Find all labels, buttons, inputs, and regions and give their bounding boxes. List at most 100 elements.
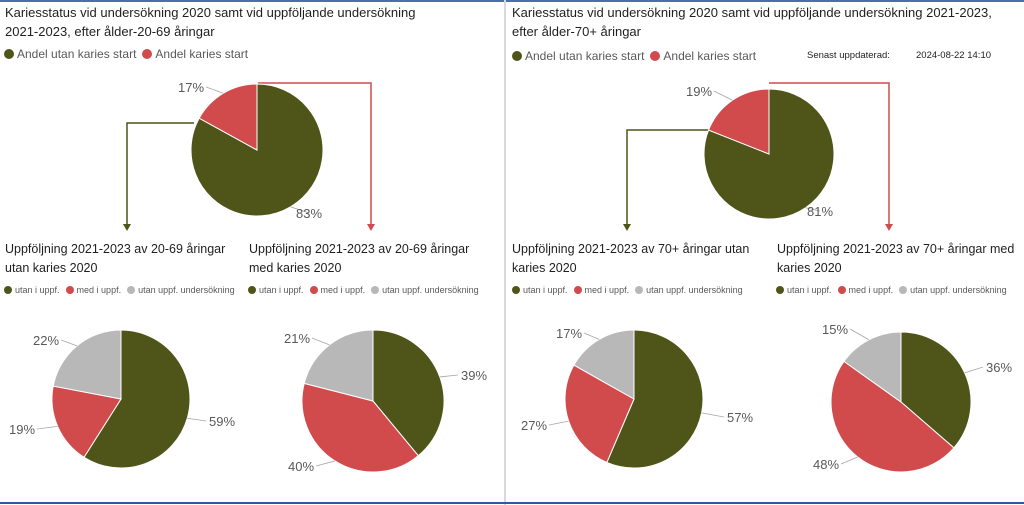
- leader-line-p1-main-1: [205, 86, 224, 94]
- panel-2-title-line-2: efter ålder-70+ åringar: [512, 24, 641, 39]
- leader-line-p1-left-1: [36, 426, 58, 430]
- legend-label: med i uppf.: [320, 285, 366, 295]
- pie-label-p2-main-0: 81%: [807, 204, 833, 219]
- legend-swatch-gray: [371, 286, 380, 294]
- legend-item: med i uppf.: [65, 285, 122, 295]
- panel-2-legend: Andel utan karies start Andel karies sta…: [512, 49, 762, 63]
- legend-swatch-red: [142, 49, 153, 59]
- leader-line-p2-right-0: [964, 366, 984, 374]
- panel-2-left-subtitle: Uppföljning 2021-2023 av 70+ åringar uta…: [512, 240, 774, 278]
- pie-slice-p1-left-0: [83, 329, 191, 469]
- pie-slice-p1-main-0: [190, 83, 324, 217]
- subtitle-line-1: Uppföljning 2021-2023 av 70+ åringar med: [777, 242, 1015, 256]
- panel-2-title-line-1: Kariesstatus vid undersökning 2020 samt …: [512, 5, 992, 20]
- pie-label-p1-main-1: 17%: [178, 80, 204, 95]
- legend-swatch-olive: [776, 286, 784, 294]
- top-border: [0, 0, 1024, 2]
- arrowhead-red-panel-2: [885, 224, 893, 231]
- legend-label: utan i uppf.: [259, 285, 304, 295]
- pie-label-p1-right-0: 39%: [461, 368, 487, 383]
- panel-1-right-legend: utan i uppf. med i uppf. utan uppf. unde…: [248, 285, 485, 295]
- pie-slice-p2-main-1: [707, 88, 770, 155]
- arrow-olive-panel-2: [626, 129, 709, 226]
- subtitle-line-1: Uppföljning 2021-2023 av 20-69 åringar: [249, 242, 470, 256]
- subtitle-line-2: karies 2020: [512, 261, 577, 275]
- arrow-red-panel-2: [769, 82, 890, 226]
- legend-swatch-red: [573, 286, 582, 294]
- legend-item-karies: Andel karies start: [142, 47, 248, 61]
- last-updated-value: 2024-08-22 14:10: [916, 50, 992, 61]
- legend-swatch-olive: [4, 286, 12, 294]
- legend-label: utan i uppf.: [523, 285, 568, 295]
- legend-item: utan uppf. undersökning: [127, 285, 235, 295]
- pie-label-p1-right-2: 21%: [284, 331, 310, 346]
- pie-label-p2-right-2: 15%: [822, 322, 848, 337]
- subtitle-line-2: utan karies 2020: [5, 261, 98, 275]
- legend-swatch-olive: [512, 286, 520, 294]
- legend-label: med i uppf.: [848, 285, 894, 295]
- leader-line-p2-left-2: [583, 332, 600, 340]
- legend-item: utan uppf. undersökning: [899, 285, 1007, 295]
- panel-2-right-legend: utan i uppf. med i uppf. utan uppf. unde…: [776, 285, 1013, 295]
- pie-slice-p2-right-1: [830, 360, 955, 473]
- legend-label: utan uppf. undersökning: [646, 285, 743, 295]
- legend-swatch-olive: [4, 49, 14, 59]
- legend-item: utan i uppf.: [248, 285, 304, 295]
- legend-item: med i uppf.: [837, 285, 894, 295]
- pie-label-p1-left-2: 22%: [33, 333, 59, 348]
- legend-swatch-gray: [635, 286, 644, 294]
- leader-line-p2-right-2: [849, 328, 870, 341]
- legend-item: utan uppf. undersökning: [371, 285, 479, 295]
- panel-1-legend: Andel utan karies start Andel karies sta…: [4, 47, 254, 61]
- pie-label-p2-main-1: 19%: [686, 84, 712, 99]
- legend-item: utan i uppf.: [776, 285, 832, 295]
- legend-label: Andel utan karies start: [17, 47, 137, 61]
- legend-swatch-olive: [248, 286, 256, 294]
- arrowhead-red-panel-1: [367, 224, 375, 231]
- panel-2-left-legend: utan i uppf. med i uppf. utan uppf. unde…: [512, 285, 749, 295]
- legend-item: utan i uppf.: [4, 285, 60, 295]
- legend-label: utan i uppf.: [787, 285, 832, 295]
- legend-item-utan-karies: Andel utan karies start: [4, 47, 136, 61]
- arrow-olive-panel-1: [126, 122, 194, 226]
- pie-label-p2-left-0: 57%: [727, 410, 753, 425]
- panel-divider: [504, 0, 506, 505]
- leader-line-p2-left-1: [548, 420, 569, 426]
- leader-line-p2-left-0: [701, 412, 725, 418]
- leader-line-p1-left-2: [60, 339, 78, 347]
- leader-line-p1-left-0: [187, 417, 207, 422]
- pie-slice-p2-left-2: [573, 329, 635, 400]
- legend-label: med i uppf.: [76, 285, 122, 295]
- legend-swatch-gray: [127, 286, 136, 294]
- legend-label: utan i uppf.: [15, 285, 60, 295]
- legend-label: med i uppf.: [584, 285, 630, 295]
- arrowhead-olive-panel-2: [623, 224, 631, 231]
- legend-label: Andel karies start: [663, 49, 757, 63]
- legend-label: Andel utan karies start: [525, 49, 645, 63]
- panel-1-title-line-1: Kariesstatus vid undersökning 2020 samt …: [5, 5, 416, 20]
- arrow-red-panel-1: [258, 82, 372, 226]
- legend-item-utan-karies: Andel utan karies start: [512, 49, 644, 63]
- bottom-border: [0, 502, 1024, 504]
- panel-1-right-subtitle: Uppföljning 2021-2023 av 20-69 åringar m…: [249, 240, 499, 278]
- pie-label-p1-left-0: 59%: [209, 414, 235, 429]
- legend-swatch-olive: [512, 51, 522, 61]
- legend-item: med i uppf.: [309, 285, 366, 295]
- pie-slice-p1-right-2: [303, 329, 374, 402]
- legend-label: Andel karies start: [155, 47, 249, 61]
- last-updated-label: Senast uppdaterad:: [807, 50, 890, 61]
- leader-line-p1-right-0: [439, 374, 459, 378]
- panel-1-title: Kariesstatus vid undersökning 2020 samt …: [5, 3, 500, 41]
- pie-label-p2-right-1: 48%: [813, 457, 839, 472]
- subtitle-line-1: Uppföljning 2021-2023 av 20-69 åringar: [5, 242, 226, 256]
- legend-swatch-red: [309, 286, 318, 294]
- leader-line-p2-main-1: [713, 90, 733, 101]
- legend-swatch-red: [65, 286, 74, 294]
- pie-slice-p2-right-2: [843, 331, 902, 403]
- pie-slice-p2-right-0: [900, 331, 972, 449]
- leader-line-p2-right-1: [840, 456, 858, 465]
- legend-item: utan i uppf.: [512, 285, 568, 295]
- panel-1-title-line-2: 2021-2023, efter ålder-20-69 åringar: [5, 24, 215, 39]
- subtitle-line-2: med karies 2020: [249, 261, 342, 275]
